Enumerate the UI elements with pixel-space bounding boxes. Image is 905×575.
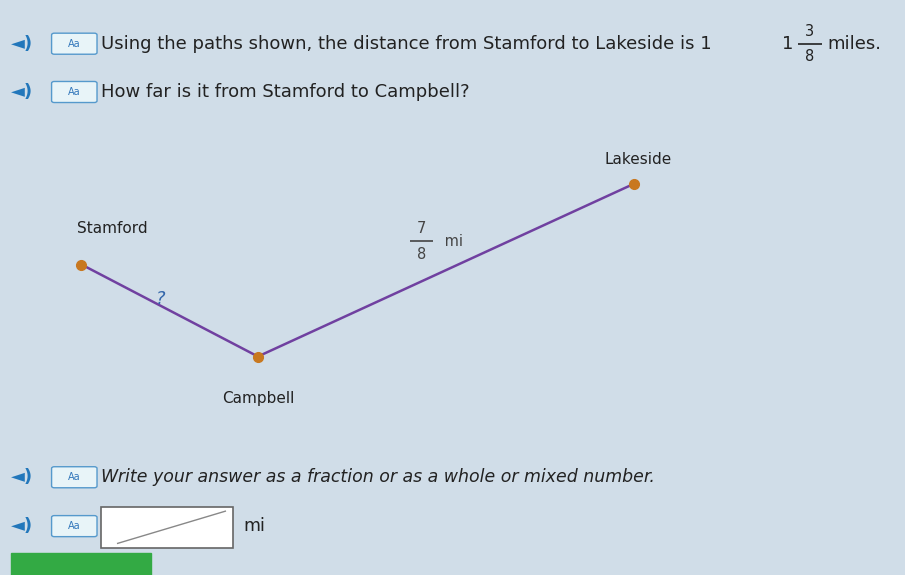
Text: Write your answer as a fraction or as a whole or mixed number.: Write your answer as a fraction or as a …	[101, 468, 655, 486]
Text: ◄): ◄)	[11, 83, 33, 101]
Text: mi: mi	[243, 517, 265, 535]
Text: 8: 8	[805, 49, 814, 64]
Text: ◄): ◄)	[11, 517, 33, 535]
Text: Aa: Aa	[68, 521, 81, 531]
FancyBboxPatch shape	[52, 516, 97, 536]
Bar	[101, 507, 233, 548]
FancyBboxPatch shape	[52, 82, 97, 102]
Bar	[11, 553, 151, 575]
Text: Lakeside: Lakeside	[605, 152, 672, 167]
Text: Aa: Aa	[68, 472, 81, 482]
Text: Stamford: Stamford	[77, 221, 148, 236]
FancyBboxPatch shape	[52, 33, 97, 54]
Text: Using the paths shown, the distance from Stamford to Lakeside is 1: Using the paths shown, the distance from…	[101, 34, 712, 53]
Text: mi: mi	[440, 234, 463, 249]
Text: 7: 7	[416, 221, 426, 236]
Text: Campbell: Campbell	[222, 391, 294, 406]
Text: 1: 1	[782, 34, 794, 53]
Text: How far is it from Stamford to Campbell?: How far is it from Stamford to Campbell?	[101, 83, 470, 101]
Text: ?: ?	[156, 290, 166, 308]
Text: Aa: Aa	[68, 39, 81, 49]
Text: 3: 3	[805, 24, 814, 39]
Text: ◄): ◄)	[11, 468, 33, 486]
Text: ◄): ◄)	[11, 34, 33, 53]
Text: miles.: miles.	[827, 34, 881, 53]
Text: Aa: Aa	[68, 87, 81, 97]
Text: 8: 8	[416, 247, 426, 262]
FancyBboxPatch shape	[52, 467, 97, 488]
